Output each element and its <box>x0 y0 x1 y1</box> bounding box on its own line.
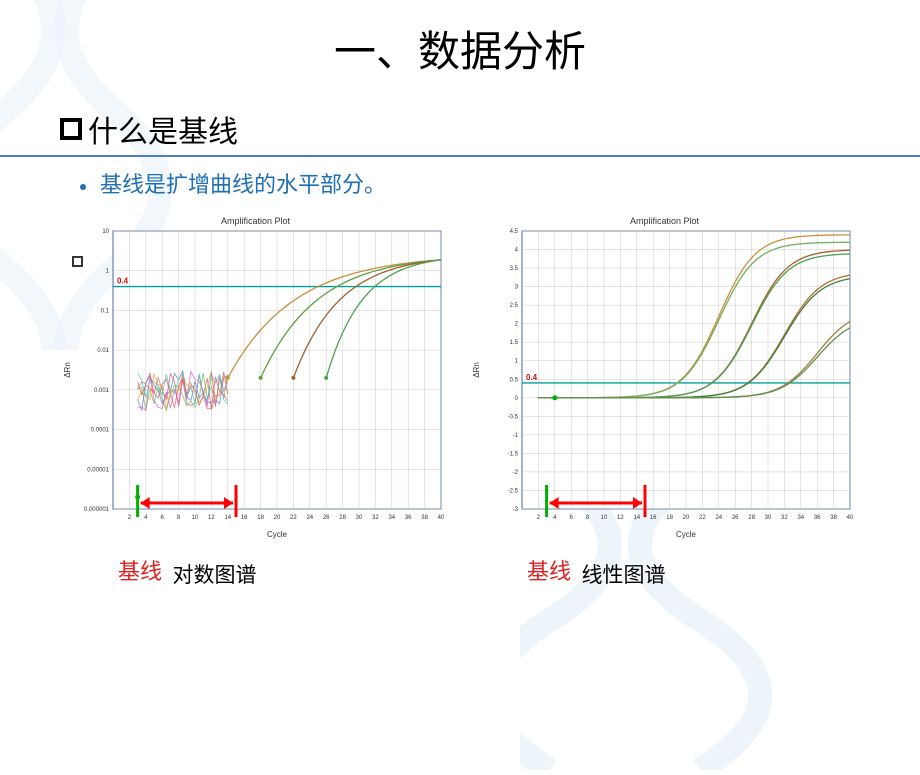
svg-text:-3: -3 <box>513 507 519 513</box>
bullet-square-icon <box>60 118 82 140</box>
svg-text:34: 34 <box>388 515 395 521</box>
baseline-label-right: 基线 <box>527 559 571 584</box>
svg-text:8: 8 <box>177 515 181 521</box>
svg-text:0.001: 0.001 <box>94 388 110 394</box>
svg-text:14: 14 <box>224 515 231 521</box>
bullet-text: 基线是扩增曲线的水平部分。 <box>100 172 386 197</box>
svg-text:6: 6 <box>161 515 165 521</box>
bullet-line: 基线是扩增曲线的水平部分。 <box>0 167 920 199</box>
chart-right-container: Amplification Plot2468101214161820222426… <box>467 213 862 589</box>
svg-text:22: 22 <box>290 515 297 521</box>
svg-text:38: 38 <box>830 515 837 521</box>
svg-text:-2.5: -2.5 <box>508 488 519 494</box>
svg-text:36: 36 <box>814 515 821 521</box>
svg-text:26: 26 <box>732 515 739 521</box>
svg-text:1: 1 <box>106 269 110 275</box>
svg-text:32: 32 <box>781 515 788 521</box>
section-heading: 什么是基线 <box>0 107 920 151</box>
svg-text:4.5: 4.5 <box>510 229 519 235</box>
svg-text:4: 4 <box>144 515 148 521</box>
amplification-plot-log: Amplification Plot2468101214161820222426… <box>58 213 453 543</box>
svg-text:26: 26 <box>323 515 330 521</box>
divider-line <box>0 155 920 157</box>
svg-text:Amplification Plot: Amplification Plot <box>221 216 291 226</box>
svg-text:10: 10 <box>601 515 608 521</box>
svg-text:16: 16 <box>241 515 248 521</box>
svg-text:18: 18 <box>666 515 673 521</box>
chart-left-container: Amplification Plot2468101214161820222426… <box>58 213 453 589</box>
svg-text:12: 12 <box>208 515 215 521</box>
svg-text:4: 4 <box>553 515 557 521</box>
svg-text:36: 36 <box>405 515 412 521</box>
svg-text:0.00001: 0.00001 <box>87 467 109 473</box>
svg-text:28: 28 <box>748 515 755 521</box>
svg-text:4: 4 <box>515 248 519 254</box>
svg-text:20: 20 <box>274 515 281 521</box>
svg-text:30: 30 <box>356 515 363 521</box>
svg-text:Amplification Plot: Amplification Plot <box>630 216 700 226</box>
svg-text:8: 8 <box>586 515 590 521</box>
chart-caption-right: 线性图谱 <box>581 563 665 587</box>
svg-text:2: 2 <box>515 322 519 328</box>
svg-text:16: 16 <box>650 515 657 521</box>
svg-text:34: 34 <box>797 515 804 521</box>
svg-text:10: 10 <box>192 515 199 521</box>
chart-caption-left: 对数图谱 <box>172 563 256 587</box>
slide-title: 一、数据分析 <box>0 0 920 79</box>
svg-text:-2: -2 <box>513 470 519 476</box>
svg-text:40: 40 <box>847 515 854 521</box>
svg-text:38: 38 <box>421 515 428 521</box>
svg-text:-1: -1 <box>513 433 519 439</box>
svg-text:1.5: 1.5 <box>510 340 519 346</box>
svg-text:24: 24 <box>306 515 313 521</box>
svg-text:28: 28 <box>339 515 346 521</box>
svg-text:ΔRn: ΔRn <box>472 362 481 378</box>
svg-text:0.1: 0.1 <box>101 308 110 314</box>
svg-text:22: 22 <box>699 515 706 521</box>
svg-text:14: 14 <box>633 515 640 521</box>
svg-text:2: 2 <box>128 515 132 521</box>
svg-text:18: 18 <box>257 515 264 521</box>
svg-text:3: 3 <box>515 285 519 291</box>
svg-text:0.4: 0.4 <box>526 373 538 382</box>
svg-text:2: 2 <box>537 515 541 521</box>
svg-text:40: 40 <box>438 515 445 521</box>
svg-text:10: 10 <box>102 229 109 235</box>
subtitle-text: 什么是基线 <box>88 107 238 151</box>
svg-text:20: 20 <box>683 515 690 521</box>
svg-text:ΔRn: ΔRn <box>63 362 72 378</box>
svg-text:12: 12 <box>617 515 624 521</box>
svg-text:32: 32 <box>372 515 379 521</box>
svg-text:0.01: 0.01 <box>97 348 109 354</box>
svg-text:-1.5: -1.5 <box>508 451 519 457</box>
svg-text:2.5: 2.5 <box>510 303 519 309</box>
svg-text:1: 1 <box>515 359 519 365</box>
svg-text:Cycle: Cycle <box>676 530 697 539</box>
svg-text:0: 0 <box>515 396 519 402</box>
svg-text:Cycle: Cycle <box>267 530 288 539</box>
svg-text:0.000001: 0.000001 <box>84 507 110 513</box>
bullet-dot-icon <box>80 184 86 190</box>
svg-text:0.0001: 0.0001 <box>91 428 110 434</box>
svg-text:30: 30 <box>765 515 772 521</box>
svg-text:-0.5: -0.5 <box>508 414 519 420</box>
svg-text:0.4: 0.4 <box>117 277 129 286</box>
svg-text:6: 6 <box>570 515 574 521</box>
amplification-plot-linear: Amplification Plot2468101214161820222426… <box>467 213 862 543</box>
baseline-label-left: 基线 <box>118 559 162 584</box>
svg-text:24: 24 <box>715 515 722 521</box>
svg-text:0.5: 0.5 <box>510 377 519 383</box>
svg-text:3.5: 3.5 <box>510 266 519 272</box>
